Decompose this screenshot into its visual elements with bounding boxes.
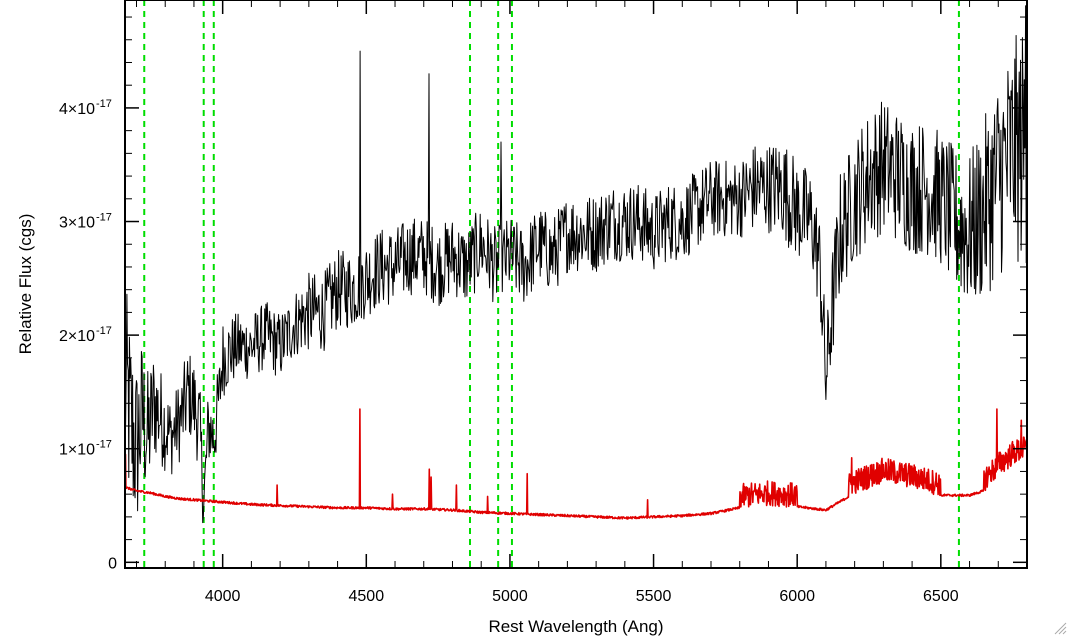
y-tick-exponent: -17 [96, 98, 112, 110]
x-tick-label: 5500 [636, 588, 672, 605]
flux-spectrum-line [124, 5, 1028, 524]
x-tick-label: 4000 [205, 588, 241, 605]
y-tick-exponent: -17 [96, 439, 112, 451]
y-tick-label: 3×10 [59, 215, 95, 232]
y-tick-exponent: -17 [96, 212, 112, 224]
error-spectrum-line [124, 408, 1028, 520]
axes [124, 0, 1028, 569]
spectrum-series [124, 5, 1028, 524]
x-tick-label: 5000 [492, 588, 528, 605]
plot-frame [124, 0, 1028, 569]
x-tick-label: 6000 [779, 588, 815, 605]
y-tick-label: 0 [108, 555, 117, 572]
y-tick-label: 1×10 [59, 442, 95, 459]
x-axis-title: Rest Wavelength (Ang) [488, 617, 663, 636]
y-axis-title: Relative Flux (cgs) [16, 214, 35, 355]
y-tick-label: 2×10 [59, 328, 95, 345]
tick-marks [125, 0, 1028, 568]
x-tick-label: 6500 [923, 588, 959, 605]
x-tick-label: 4500 [349, 588, 385, 605]
resize-grip-icon[interactable] [1053, 621, 1067, 635]
y-tick-label: 4×10 [59, 101, 95, 118]
emission-line-markers [143, 0, 960, 568]
y-tick-exponent: -17 [96, 325, 112, 337]
